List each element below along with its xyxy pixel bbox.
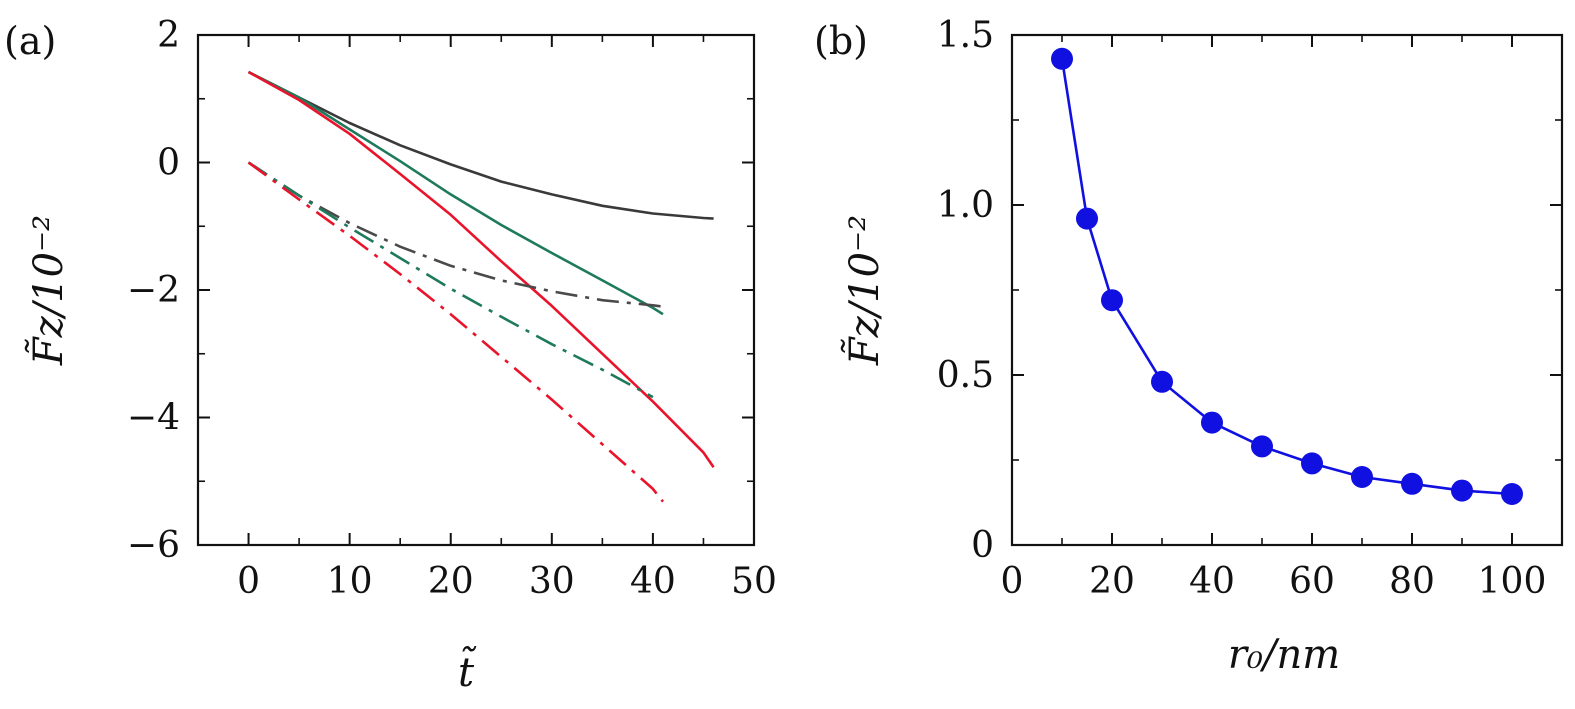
panel-a-label: (a) [4, 19, 56, 63]
panel-a-series-group [247, 70, 715, 503]
series-line-2 [247, 70, 664, 316]
data-point-marker [1451, 479, 1473, 502]
data-point-marker [1351, 466, 1373, 488]
panel-b-series-group [1051, 47, 1523, 505]
y-tick-label: −4 [127, 398, 180, 439]
series-line-1 [1060, 58, 1513, 496]
x-tick-label: 40 [1189, 561, 1235, 602]
y-tick-label: 0 [157, 143, 180, 184]
panel-b-ticks: 0 20 40 60 80 100 1.5 1.0 0.5 0 [937, 15, 1562, 602]
x-tick-label: 30 [529, 561, 575, 602]
x-tick-label: 80 [1389, 561, 1435, 602]
y-tick-label: 2 [157, 15, 180, 56]
y-tick-label: 1.0 [937, 185, 994, 226]
x-tick-label: 20 [428, 561, 474, 602]
data-point-marker [1151, 370, 1173, 393]
x-tick-label: 60 [1289, 561, 1335, 602]
panel-a-plot-frame [196, 33, 756, 547]
data-point-marker [1501, 483, 1523, 505]
panel-a-x-axis-label: t̃ [458, 646, 476, 696]
y-tick-label: −6 [127, 525, 180, 566]
panel-b-y-axis-label: F̃z/10⁻² [841, 215, 888, 366]
data-point-marker [1051, 47, 1073, 70]
x-tick-label: 0 [237, 561, 260, 602]
series-line-4 [247, 161, 664, 308]
x-tick-label: 50 [731, 561, 777, 602]
data-point-marker [1201, 411, 1223, 434]
series-line-6 [247, 161, 665, 503]
series-line-3 [247, 70, 715, 468]
x-tick-label: 0 [1001, 561, 1024, 602]
data-point-marker [1251, 435, 1273, 458]
y-tick-label: 1.5 [937, 15, 994, 56]
panel-b-label: (b) [814, 19, 868, 63]
data-point-marker [1076, 207, 1098, 230]
data-point-marker [1401, 472, 1423, 495]
x-tick-label: 100 [1478, 561, 1547, 602]
data-point-marker [1101, 289, 1123, 312]
panel-a-y-axis-label: F̃z/10⁻² [25, 215, 72, 366]
x-tick-label: 10 [327, 561, 373, 602]
y-tick-label: −2 [127, 270, 180, 311]
series-line-1 [247, 70, 714, 220]
y-tick-label: 0.5 [937, 355, 994, 396]
y-tick-label: 0 [971, 525, 994, 566]
x-tick-label: 20 [1089, 561, 1135, 602]
series-line-5 [247, 161, 654, 399]
panel-b: (b) 0 20 40 60 80 100 1.5 1.0 0.5 0 r₀/nm F̃z/10⁻… [814, 15, 1564, 678]
x-tick-label: 40 [630, 561, 676, 602]
panel-b-plot-frame [1010, 33, 1564, 547]
data-point-marker [1301, 452, 1323, 475]
panel-b-x-axis-label: r₀/nm [1228, 632, 1340, 678]
